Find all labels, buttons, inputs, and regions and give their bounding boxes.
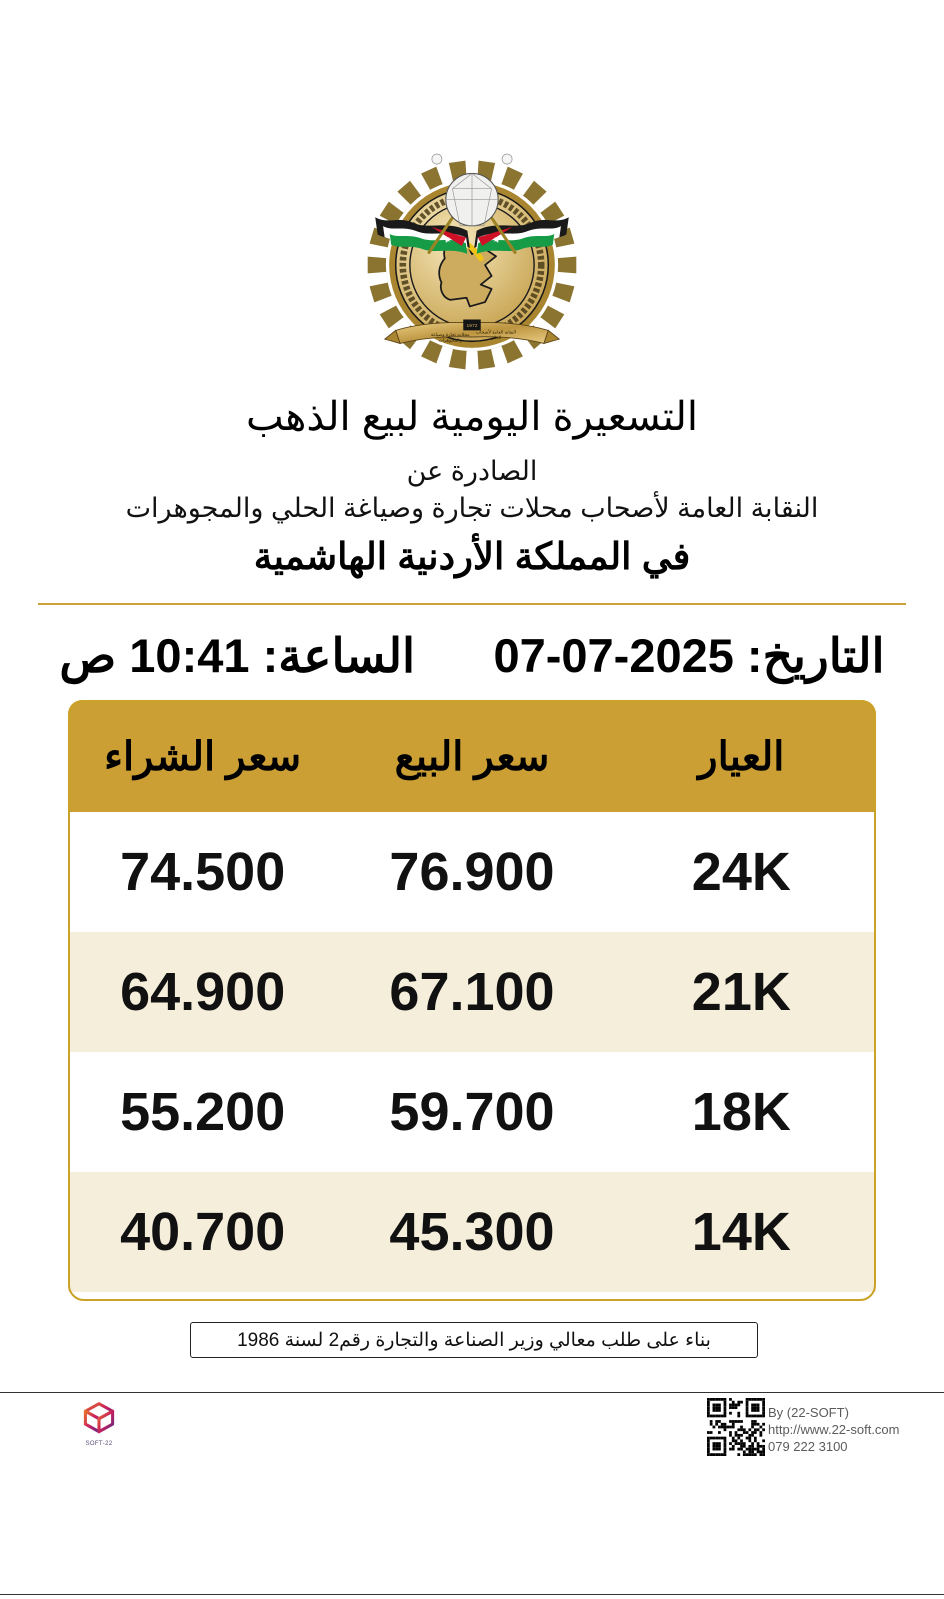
svg-text:1972: 1972 <box>467 323 478 329</box>
svg-text:الحلي: الحلي <box>491 335 502 340</box>
svg-text:النقابة العامة لأصحاب: النقابة العامة لأصحاب <box>476 328 516 335</box>
